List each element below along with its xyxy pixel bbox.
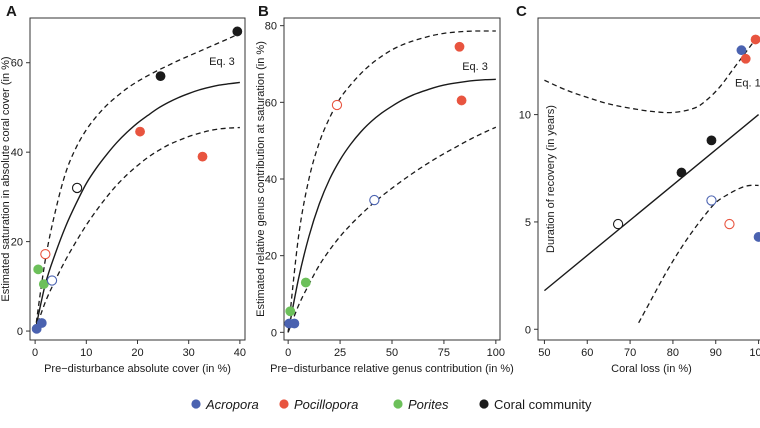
legend-marker xyxy=(479,399,489,409)
upper-confidence-line xyxy=(34,32,241,332)
y-tick-label: 20 xyxy=(265,251,277,263)
data-point xyxy=(300,277,311,288)
x-axis-label: Coral loss (in %) xyxy=(611,363,692,375)
panel-b: B 0 25 50 75 100 0 20 40 60 80 Pre−disturbance rela… xyxy=(255,3,514,375)
panel-a: A 0 10 20 30 40 0 20 40 60 Pre−disturbance absolut… xyxy=(0,3,246,375)
data-point xyxy=(750,34,760,45)
data-point xyxy=(706,135,717,146)
x-tick-label: 25 xyxy=(334,347,346,359)
data-point xyxy=(289,318,300,329)
legend-marker xyxy=(279,399,289,409)
data-point xyxy=(456,95,467,106)
fit-line xyxy=(287,78,496,333)
y-tick-label: 0 xyxy=(525,324,531,336)
data-point xyxy=(40,248,51,260)
y-tick-label: 40 xyxy=(265,174,277,186)
curves xyxy=(34,32,241,332)
curves xyxy=(287,30,497,333)
data-point xyxy=(331,99,343,111)
y-tick-label: 60 xyxy=(265,97,277,109)
legend-label: Pocillopora xyxy=(294,397,358,412)
x-tick-label: 75 xyxy=(438,347,450,359)
x-tick-label: 50 xyxy=(538,347,550,359)
x-tick-label: 0 xyxy=(32,347,38,359)
equation-label: Eq. 1 xyxy=(735,78,760,90)
x-axis-label: Pre−disturbance relative genus contribut… xyxy=(270,363,514,375)
y-tick-label: 0 xyxy=(271,327,277,339)
data-point xyxy=(232,26,243,37)
x-tick-label: 100 xyxy=(749,347,760,359)
data-point xyxy=(155,71,166,82)
x-tick-label: 40 xyxy=(234,347,246,359)
data-point xyxy=(285,306,296,317)
y-axis-label: Duration of recovery (in years) xyxy=(545,105,557,253)
equation-label: Eq. 3 xyxy=(462,61,488,73)
data-point xyxy=(369,194,380,206)
y-tick-label: 0 xyxy=(17,326,23,338)
data-point xyxy=(36,318,47,328)
legend-label: Acropora xyxy=(205,397,259,412)
data-point xyxy=(197,151,208,162)
legend-marker xyxy=(191,399,201,409)
x-tick-label: 0 xyxy=(285,347,291,359)
data-point xyxy=(736,45,747,56)
data-point xyxy=(706,195,717,206)
lower-confidence-line xyxy=(638,184,759,324)
data-point xyxy=(135,126,145,137)
y-tick-label: 10 xyxy=(519,110,531,122)
upper-confidence-line xyxy=(544,34,760,114)
x-tick-label: 80 xyxy=(667,347,679,359)
x-tick-label: 10 xyxy=(80,347,92,359)
panel-letter: C xyxy=(516,3,527,20)
data-point xyxy=(33,264,44,275)
lower-confidence-line xyxy=(287,126,497,333)
lower-confidence-line xyxy=(34,126,240,332)
fit-line xyxy=(543,114,760,292)
legend: Acropora Pocillopora Porites Coral communit… xyxy=(191,397,592,412)
x-axis-label: Pre−disturbance absolute cover (in %) xyxy=(44,363,231,375)
y-tick-label: 40 xyxy=(11,147,23,159)
plot-frame xyxy=(537,17,760,341)
x-tick-label: 20 xyxy=(131,347,143,359)
legend-label: Coral community xyxy=(494,397,592,412)
data-point xyxy=(740,53,751,64)
y-tick-label: 60 xyxy=(11,58,23,70)
panel-letter: B xyxy=(258,3,269,20)
legend-label: Porites xyxy=(408,397,449,412)
x-tick-label: 60 xyxy=(581,347,593,359)
upper-confidence-line xyxy=(287,30,496,333)
panel-c: C 50 60 70 80 90 100 0 5 10 Coral loss (in %) Durat… xyxy=(516,3,760,375)
data-point xyxy=(46,275,58,286)
y-tick-label: 5 xyxy=(525,217,531,229)
x-tick-label: 90 xyxy=(710,347,722,359)
panel-letter: A xyxy=(6,3,17,20)
data-point xyxy=(71,182,83,194)
legend-marker xyxy=(393,399,403,409)
x-tick-label: 100 xyxy=(487,347,505,359)
y-tick-label: 20 xyxy=(11,237,23,249)
y-axis-label: Estimated saturation in absolute coral c… xyxy=(0,56,12,301)
x-tick-label: 70 xyxy=(624,347,636,359)
data-point xyxy=(612,218,624,230)
data-point xyxy=(753,232,760,242)
x-tick-label: 50 xyxy=(386,347,398,359)
data-point xyxy=(454,41,465,52)
fit-line xyxy=(34,81,240,332)
y-tick-label: 80 xyxy=(265,21,277,33)
data-point xyxy=(676,167,687,178)
curves xyxy=(543,34,760,324)
equation-label: Eq. 3 xyxy=(209,56,235,68)
data-point xyxy=(724,218,735,230)
y-axis-label: Estimated relative genus contribution at… xyxy=(255,41,267,317)
x-tick-label: 30 xyxy=(183,347,195,359)
